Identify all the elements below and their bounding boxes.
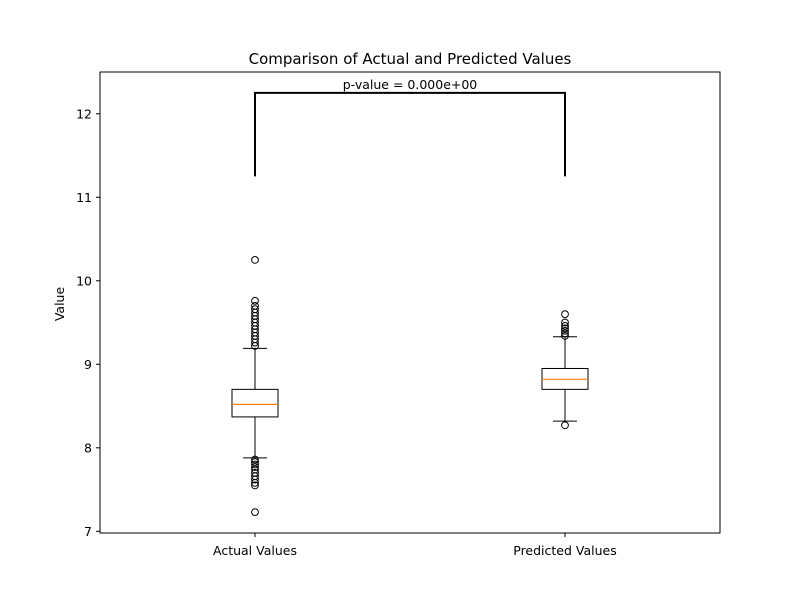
- outlier-point: [251, 463, 259, 471]
- y-tick-label: 10: [76, 273, 92, 288]
- outlier-point: [561, 421, 569, 430]
- chart-title: Comparison of Actual and Predicted Value…: [249, 50, 572, 68]
- outlier-point: [251, 455, 259, 464]
- outlier-point: [561, 324, 569, 333]
- y-axis-label: Value: [52, 287, 67, 322]
- outlier-point: [251, 508, 259, 517]
- box-group-actual: [231, 256, 279, 517]
- significance-bracket: [254, 91, 566, 177]
- outlier-point: [561, 329, 569, 338]
- y-tick-label: 8: [84, 440, 92, 455]
- outlier-point: [561, 318, 569, 327]
- x-tick-label: Predicted Values: [513, 543, 617, 558]
- iqr-box: [231, 388, 279, 418]
- outlier-point: [561, 326, 569, 335]
- outlier-point: [251, 458, 259, 466]
- p-value-annotation: p-value = 0.000e+00: [343, 77, 478, 92]
- y-tick-label: 9: [84, 357, 92, 372]
- outlier-point: [251, 296, 259, 305]
- y-tick-label: 12: [76, 106, 92, 121]
- outlier-point: [251, 305, 259, 314]
- outlier-point: [561, 332, 569, 340]
- plot-frame: [99, 71, 721, 534]
- y-tick-label: 11: [76, 190, 92, 205]
- box-group-predicted: [541, 310, 589, 430]
- outlier-point: [251, 301, 259, 310]
- plot-area: 7 8 9 10 11 12 Actual Values Predicted Values p-…: [76, 77, 617, 558]
- outlier-point: [251, 460, 259, 469]
- x-tick-label: Actual Values: [213, 543, 297, 558]
- outlier-point: [251, 468, 259, 477]
- outlier-point: [561, 310, 569, 319]
- outlier-point: [561, 321, 569, 330]
- outlier-point: [251, 481, 259, 490]
- outlier-point: [251, 256, 259, 264]
- y-tick-label: 7: [84, 524, 92, 539]
- outlier-point: [251, 465, 259, 474]
